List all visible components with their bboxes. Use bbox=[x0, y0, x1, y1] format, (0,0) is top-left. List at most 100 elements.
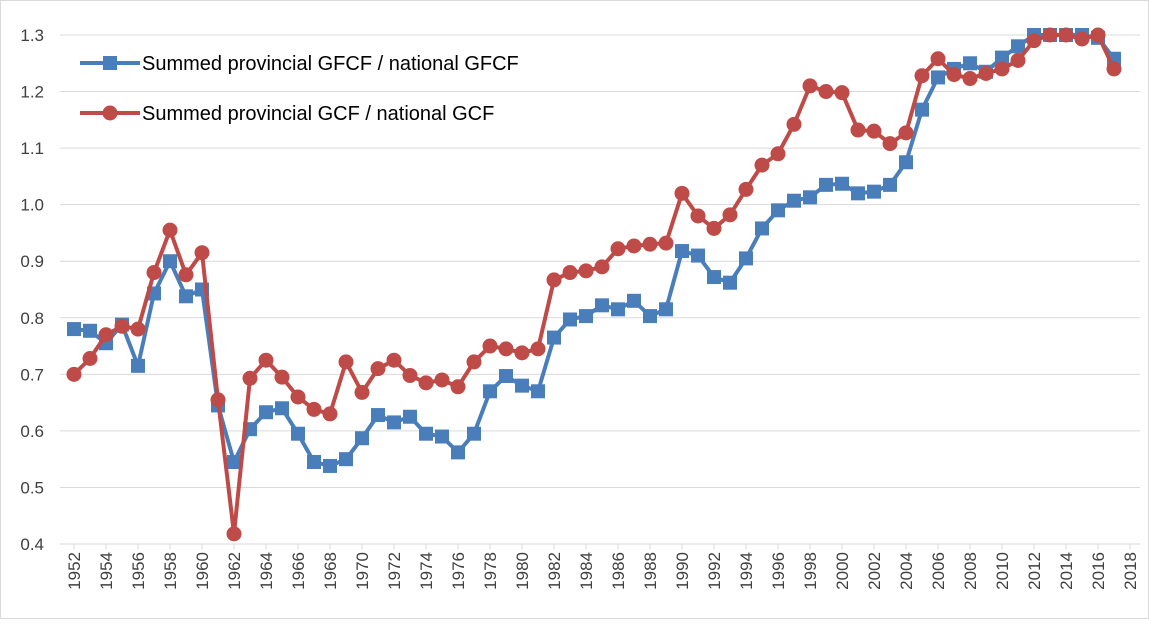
point bbox=[259, 405, 273, 420]
point bbox=[1010, 52, 1026, 68]
point bbox=[130, 321, 146, 337]
point bbox=[418, 375, 434, 391]
point bbox=[339, 452, 353, 467]
point bbox=[675, 244, 689, 259]
x-tick-label: 1956 bbox=[129, 552, 148, 590]
point bbox=[819, 177, 833, 192]
point bbox=[146, 265, 162, 281]
point bbox=[274, 369, 290, 385]
y-tick-label: 0.7 bbox=[20, 365, 44, 384]
x-tick-label: 1986 bbox=[609, 552, 628, 590]
point bbox=[786, 116, 802, 132]
point bbox=[179, 289, 193, 304]
x-tick-label: 1960 bbox=[193, 552, 212, 590]
point bbox=[114, 318, 130, 334]
x-tick-label: 1988 bbox=[641, 552, 660, 590]
x-tick-label: 1994 bbox=[737, 552, 756, 590]
point bbox=[882, 136, 898, 152]
point bbox=[354, 384, 370, 400]
y-tick-label: 1.2 bbox=[20, 83, 44, 102]
point bbox=[883, 177, 897, 192]
y-tick-label: 0.4 bbox=[20, 535, 44, 554]
point bbox=[835, 176, 849, 191]
point bbox=[562, 265, 578, 281]
point bbox=[706, 220, 722, 236]
x-tick-label: 1980 bbox=[513, 552, 532, 590]
x-tick-label: 1992 bbox=[705, 552, 724, 590]
point bbox=[546, 272, 562, 288]
point bbox=[419, 426, 433, 441]
point bbox=[1090, 27, 1106, 43]
x-tick-label: 2014 bbox=[1057, 552, 1076, 590]
point bbox=[530, 341, 546, 357]
point bbox=[579, 309, 593, 324]
point bbox=[386, 352, 402, 368]
point bbox=[483, 384, 497, 399]
x-tick-label: 2012 bbox=[1025, 552, 1044, 590]
point bbox=[595, 298, 609, 313]
point bbox=[851, 186, 865, 201]
point bbox=[83, 323, 97, 338]
point bbox=[290, 389, 306, 405]
point bbox=[322, 406, 338, 422]
y-tick-label: 0.9 bbox=[20, 252, 44, 271]
point bbox=[659, 302, 673, 317]
point bbox=[370, 361, 386, 377]
x-tick-label: 1998 bbox=[801, 552, 820, 590]
x-tick-label: 2006 bbox=[929, 552, 948, 590]
point bbox=[498, 341, 514, 357]
x-tick-label: 1958 bbox=[161, 552, 180, 590]
point bbox=[402, 367, 418, 383]
point bbox=[499, 369, 513, 384]
point bbox=[754, 157, 770, 173]
point bbox=[563, 312, 577, 327]
point bbox=[723, 275, 737, 290]
point bbox=[131, 358, 145, 373]
legend-marker bbox=[103, 56, 117, 70]
point bbox=[611, 302, 625, 317]
x-tick-label: 2004 bbox=[897, 552, 916, 590]
x-tick-label: 1978 bbox=[481, 552, 500, 590]
x-tick-label: 1968 bbox=[321, 552, 340, 590]
x-tick-label: 1984 bbox=[577, 552, 596, 590]
point bbox=[610, 241, 626, 257]
point bbox=[915, 102, 929, 117]
x-tick-label: 1966 bbox=[289, 552, 308, 590]
point bbox=[578, 263, 594, 279]
x-tick-label: 1964 bbox=[257, 552, 276, 590]
point bbox=[642, 236, 658, 252]
point bbox=[307, 454, 321, 469]
point bbox=[802, 78, 818, 94]
point bbox=[627, 293, 641, 308]
point bbox=[995, 50, 1009, 65]
series bbox=[66, 27, 1122, 542]
x-tick-label: 1962 bbox=[225, 552, 244, 590]
point bbox=[306, 401, 322, 417]
point bbox=[787, 193, 801, 208]
point bbox=[978, 65, 994, 81]
point bbox=[227, 454, 241, 469]
point bbox=[771, 203, 785, 218]
point bbox=[691, 248, 705, 263]
point bbox=[482, 338, 498, 354]
point bbox=[162, 222, 178, 238]
point bbox=[818, 84, 834, 100]
x-tick-label: 1996 bbox=[769, 552, 788, 590]
x-tick-label: 2002 bbox=[865, 552, 884, 590]
point bbox=[1058, 27, 1074, 43]
point bbox=[67, 322, 81, 337]
point bbox=[434, 372, 450, 388]
point bbox=[643, 309, 657, 324]
point bbox=[467, 426, 481, 441]
point bbox=[258, 352, 274, 368]
x-tick-label: 1954 bbox=[97, 552, 116, 590]
x-tick-label: 2010 bbox=[993, 552, 1012, 590]
point bbox=[914, 68, 930, 84]
point bbox=[163, 254, 177, 269]
point bbox=[466, 354, 482, 370]
point bbox=[738, 181, 754, 197]
point bbox=[770, 146, 786, 162]
x-tick-label: 1976 bbox=[449, 552, 468, 590]
point bbox=[514, 345, 530, 361]
